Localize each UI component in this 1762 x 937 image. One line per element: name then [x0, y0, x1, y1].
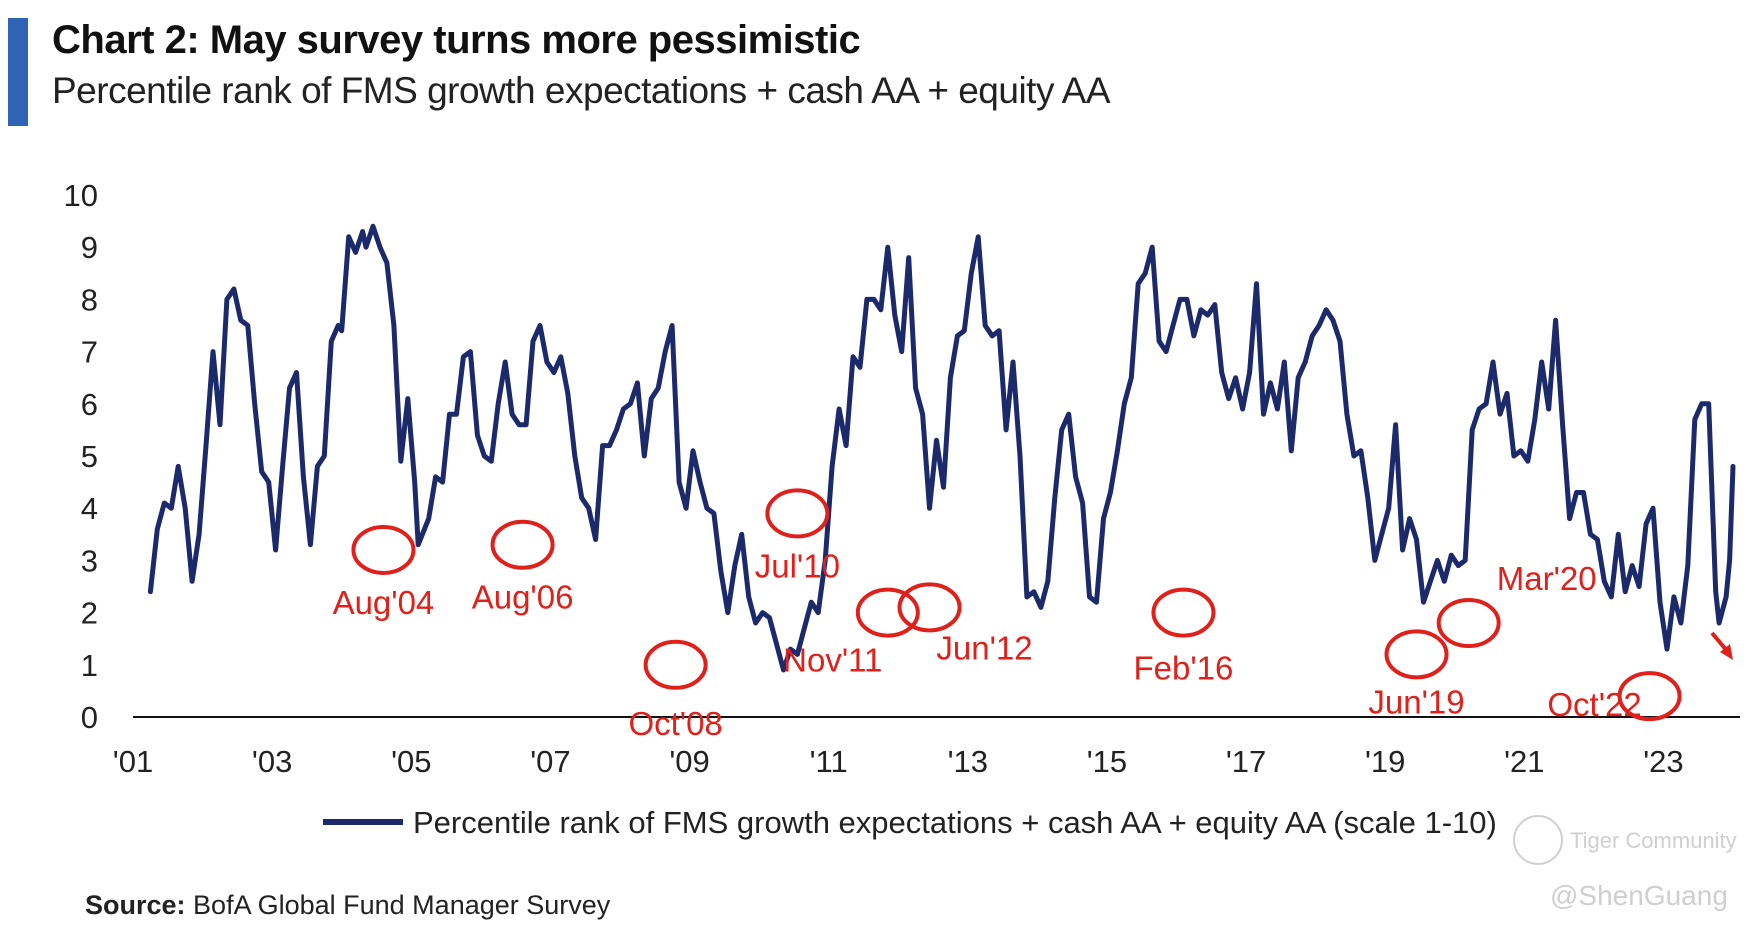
- annotation-label: Jul'10: [755, 547, 840, 584]
- chart-subtitle: Percentile rank of FMS growth expectatio…: [52, 70, 1111, 111]
- x-tick-label: '09: [669, 744, 709, 779]
- x-tick-label: '05: [391, 744, 431, 779]
- annotation-circle: [490, 519, 555, 570]
- y-axis: 0 1 2 3 4 5 6 7 8 9 10: [64, 178, 98, 735]
- x-tick-label: '15: [1087, 744, 1127, 779]
- x-tick-label: '03: [252, 744, 292, 779]
- x-tick-label: '07: [530, 744, 570, 779]
- annotation-label: Jun'19: [1368, 683, 1464, 720]
- annotation-label: Oct'08: [628, 705, 722, 742]
- y-tick-label: 6: [81, 387, 98, 422]
- y-tick-label: 8: [81, 282, 98, 317]
- annotation-circle: [351, 524, 416, 575]
- y-tick-label: 2: [81, 596, 98, 631]
- annotation-circle: [1151, 587, 1216, 638]
- watermark: Tiger Community @ShenGuang: [1513, 815, 1737, 911]
- y-tick-label: 0: [81, 700, 98, 735]
- annotation-circle: [1384, 629, 1449, 680]
- annotation-label: Nov'11: [783, 642, 882, 679]
- annotation-circle: [765, 488, 830, 539]
- annotation-circle: [1617, 671, 1682, 722]
- source-label: Source:: [85, 890, 186, 920]
- series-layer: [147, 223, 1736, 673]
- y-tick-label: 3: [81, 543, 98, 578]
- title-accent-bar: [8, 18, 28, 126]
- annotation-label: Aug'06: [472, 579, 574, 616]
- x-tick-label: '11: [810, 744, 848, 779]
- y-tick-label: 9: [81, 230, 98, 265]
- watermark-logo-icon: [1513, 815, 1563, 865]
- annotation-circle: [643, 639, 708, 690]
- y-tick-label: 1: [81, 648, 98, 683]
- x-tick-label: '13: [948, 744, 988, 779]
- down-arrow-icon: [1710, 631, 1733, 660]
- legend: Percentile rank of FMS growth expectatio…: [323, 805, 1497, 840]
- annotation-circle: [897, 582, 962, 633]
- x-axis: '01 '03 '05 '07 '09 '11 '13 '15 '17 '19 '21 '23: [113, 744, 1684, 779]
- x-tick-label: '23: [1643, 744, 1683, 779]
- y-tick-label: 5: [81, 439, 98, 474]
- watermark-handle: @ShenGuang: [1550, 880, 1728, 911]
- annotation-label: Aug'04: [333, 584, 435, 621]
- annotation-layer: Aug'04 Aug'06 Oct'08 Jul'10 Nov'11 Jun'12 Feb'…: [333, 488, 1682, 742]
- x-tick-label: '17: [1226, 744, 1266, 779]
- annotation-label: Oct'22: [1547, 686, 1641, 723]
- x-tick-label: '21: [1504, 744, 1544, 779]
- x-tick-label: '01: [113, 744, 153, 779]
- y-tick-label: 10: [64, 178, 98, 213]
- annotation-label: Mar'20: [1497, 560, 1597, 597]
- annotation-circle: [855, 587, 920, 638]
- x-tick-label: '19: [1365, 744, 1405, 779]
- source-note: Source: BofA Global Fund Manager Survey: [85, 890, 610, 921]
- legend-label: Percentile rank of FMS growth expectatio…: [413, 805, 1497, 840]
- annotation-label: Jun'12: [936, 629, 1032, 666]
- series-line: [147, 223, 1736, 673]
- chart-title: Chart 2: May survey turns more pessimist…: [52, 18, 861, 62]
- watermark-brand: Tiger Community: [1570, 828, 1737, 853]
- y-tick-label: 7: [81, 335, 98, 370]
- y-tick-label: 4: [81, 491, 98, 526]
- annotation-label: Feb'16: [1134, 650, 1234, 687]
- annotation-circle: [1436, 598, 1501, 649]
- source-text: BofA Global Fund Manager Survey: [193, 890, 611, 920]
